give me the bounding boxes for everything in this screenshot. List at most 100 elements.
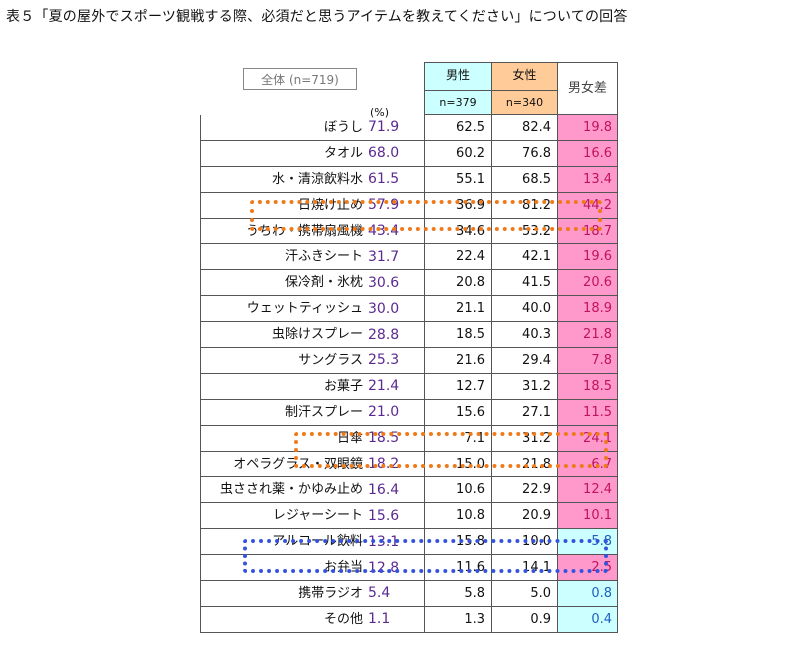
row-female-value: 41.5 — [491, 269, 558, 297]
row-diff-value: 18.5 — [557, 373, 618, 400]
row-male-value: 21.6 — [424, 347, 492, 374]
table-body: ぼうし 71.9 62.5 82.4 19.8 タオル 68.0 60.2 76.8 16.6 水・… — [200, 114, 618, 633]
row-male-value: 12.7 — [424, 373, 492, 400]
row-diff-value: 18.7 — [557, 218, 618, 245]
row-diff-value: 10.1 — [557, 502, 618, 530]
row-male-value: 15.8 — [424, 528, 492, 556]
header-female: 女性 — [491, 62, 558, 91]
row-female-value: 27.1 — [491, 399, 558, 426]
row-label: お弁当 — [200, 554, 365, 582]
header-spacer — [201, 91, 366, 115]
row-total-value: 30.6 — [365, 269, 425, 297]
row-total-value: 12.8 — [365, 554, 425, 582]
row-male-value: 20.8 — [424, 269, 492, 297]
table-row: ウェットティッシュ 30.0 21.1 40.0 18.9 — [200, 295, 618, 323]
row-female-value: 22.9 — [491, 476, 558, 504]
row-diff-value: 20.6 — [557, 269, 618, 297]
row-female-value: 31.2 — [491, 373, 558, 400]
row-diff-value: 11.5 — [557, 399, 618, 426]
row-male-value: 7.1 — [424, 425, 492, 452]
row-male-value: 5.8 — [424, 580, 492, 607]
row-female-value: 53.2 — [491, 218, 558, 245]
row-female-value: 31.2 — [491, 425, 558, 452]
header-female-n: n=340 — [491, 90, 558, 115]
table-row: オペラグラス・双眼鏡 18.2 15.0 21.8 6.7 — [200, 451, 618, 478]
row-diff-value: 5.8 — [557, 528, 618, 556]
row-total-value: 68.0 — [365, 140, 425, 167]
table-row: その他 1.1 1.3 0.9 0.4 — [200, 606, 618, 633]
row-female-value: 29.4 — [491, 347, 558, 374]
row-female-value: 42.1 — [491, 243, 558, 271]
row-male-value: 22.4 — [424, 243, 492, 271]
row-label: その他 — [200, 606, 365, 633]
row-diff-value: 7.8 — [557, 347, 618, 374]
row-male-value: 62.5 — [424, 114, 492, 141]
table-row: アルコール飲料 13.1 15.8 10.0 5.8 — [200, 528, 618, 556]
row-male-value: 10.8 — [424, 502, 492, 530]
row-label: 制汗スプレー — [200, 399, 365, 426]
header-spacer — [201, 63, 366, 91]
row-diff-value: 12.4 — [557, 476, 618, 504]
table-title: 表５「夏の屋外でスポーツ観戦する際、必須だと思うアイテムを教えてください」につい… — [6, 9, 628, 25]
row-label: お菓子 — [200, 373, 365, 400]
row-label: 虫除けスプレー — [200, 321, 365, 349]
row-female-value: 76.8 — [491, 140, 558, 167]
row-diff-value: 21.8 — [557, 321, 618, 349]
row-total-value: 13.1 — [365, 528, 425, 556]
row-total-value: 57.9 — [365, 192, 425, 219]
row-total-value: 16.4 — [365, 476, 425, 504]
header-male: 男性 — [424, 62, 492, 91]
row-female-value: 81.2 — [491, 192, 558, 219]
results-table: 男性 女性 男女差 n=379 n=340 ぼうし 71.9 62.5 82.4 19.… — [200, 62, 618, 633]
table-row: 保冷剤・氷枕 30.6 20.8 41.5 20.6 — [200, 269, 618, 297]
row-total-value: 28.8 — [365, 321, 425, 349]
row-diff-value: 0.4 — [557, 606, 618, 633]
row-diff-value: 13.4 — [557, 166, 618, 193]
row-total-value: 21.0 — [365, 399, 425, 426]
table-row: 虫除けスプレー 28.8 18.5 40.3 21.8 — [200, 321, 618, 349]
table-row: うちわ・携帯扇風機 43.4 34.6 53.2 18.7 — [200, 218, 618, 245]
row-male-value: 1.3 — [424, 606, 492, 633]
row-label: オペラグラス・双眼鏡 — [200, 451, 365, 478]
table-row: タオル 68.0 60.2 76.8 16.6 — [200, 140, 618, 167]
row-diff-value: 19.6 — [557, 243, 618, 271]
row-total-value: 31.7 — [365, 243, 425, 271]
row-label: 虫さされ薬・かゆみ止め — [200, 476, 365, 504]
row-label: アルコール飲料 — [200, 528, 365, 556]
table-row: 日焼け止め 57.9 36.9 81.2 44.2 — [200, 192, 618, 219]
row-female-value: 20.9 — [491, 502, 558, 530]
row-male-value: 11.6 — [424, 554, 492, 582]
row-label: サングラス — [200, 347, 365, 374]
row-total-value: 25.3 — [365, 347, 425, 374]
header-spacer — [365, 63, 425, 91]
row-total-value: 1.1 — [365, 606, 425, 633]
row-female-value: 40.3 — [491, 321, 558, 349]
row-female-value: 14.1 — [491, 554, 558, 582]
row-diff-value: 19.8 — [557, 114, 618, 141]
row-female-value: 40.0 — [491, 295, 558, 323]
table-row: 携帯ラジオ 5.4 5.8 5.0 0.8 — [200, 580, 618, 607]
row-label: 日傘 — [200, 425, 365, 452]
row-label: 携帯ラジオ — [200, 580, 365, 607]
row-label: 日焼け止め — [200, 192, 365, 219]
row-label: 汗ふきシート — [200, 243, 365, 271]
table-row: レジャーシート 15.6 10.8 20.9 10.1 — [200, 502, 618, 530]
row-diff-value: 44.2 — [557, 192, 618, 219]
header-spacer — [365, 91, 425, 115]
row-female-value: 68.5 — [491, 166, 558, 193]
row-label: 水・清涼飲料水 — [200, 166, 365, 193]
table-row: 制汗スプレー 21.0 15.6 27.1 11.5 — [200, 399, 618, 426]
row-total-value: 21.4 — [365, 373, 425, 400]
row-total-value: 71.9 — [365, 114, 425, 141]
total-sample-box: 全体 (n=719) — [243, 68, 357, 90]
row-male-value: 55.1 — [424, 166, 492, 193]
row-diff-value: 2.5 — [557, 554, 618, 582]
row-label: 保冷剤・氷枕 — [200, 269, 365, 297]
row-female-value: 0.9 — [491, 606, 558, 633]
row-female-value: 10.0 — [491, 528, 558, 556]
row-total-value: 15.6 — [365, 502, 425, 530]
row-male-value: 36.9 — [424, 192, 492, 219]
table-row: 水・清涼飲料水 61.5 55.1 68.5 13.4 — [200, 166, 618, 193]
row-female-value: 82.4 — [491, 114, 558, 141]
row-total-value: 18.5 — [365, 425, 425, 452]
